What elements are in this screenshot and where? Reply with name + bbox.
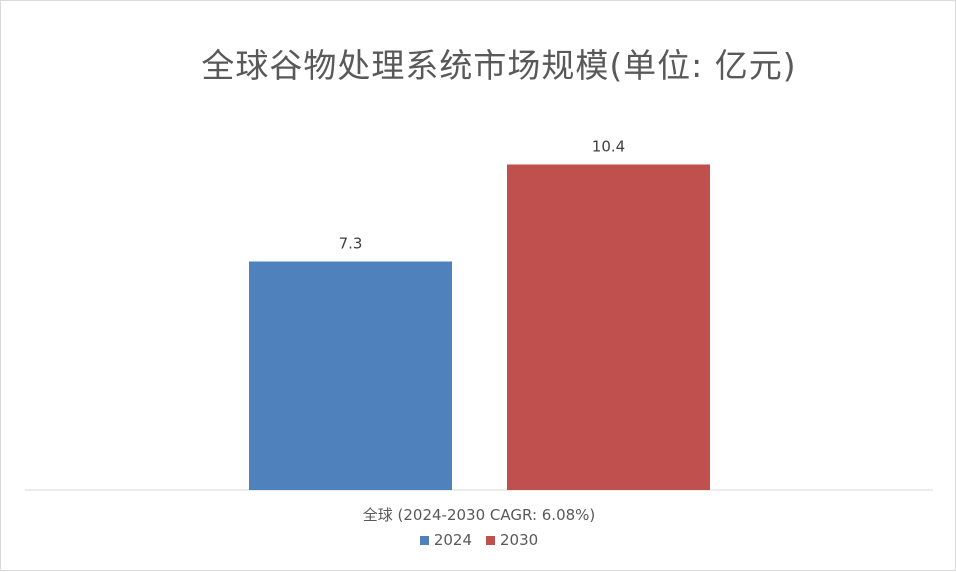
legend-label-2024: 2024 [433, 531, 472, 549]
legend: 2024 2030 [1, 531, 956, 549]
data-label-2030: 10.4 [592, 137, 625, 155]
legend-swatch-2024 [419, 535, 429, 545]
chart-title: 全球谷物处理系统市场规模(单位: 亿元) [201, 46, 797, 85]
bar-2030 [507, 164, 710, 491]
data-label-2024: 7.3 [339, 235, 363, 253]
bar-2024 [249, 261, 452, 490]
category-label: 全球 (2024-2030 CAGR: 6.08%) [362, 506, 596, 524]
legend-label-2030: 2030 [500, 531, 539, 549]
legend-item-2024: 2024 [419, 531, 472, 549]
legend-swatch-2030 [486, 535, 495, 545]
legend-item-2030: 2030 [486, 531, 538, 549]
